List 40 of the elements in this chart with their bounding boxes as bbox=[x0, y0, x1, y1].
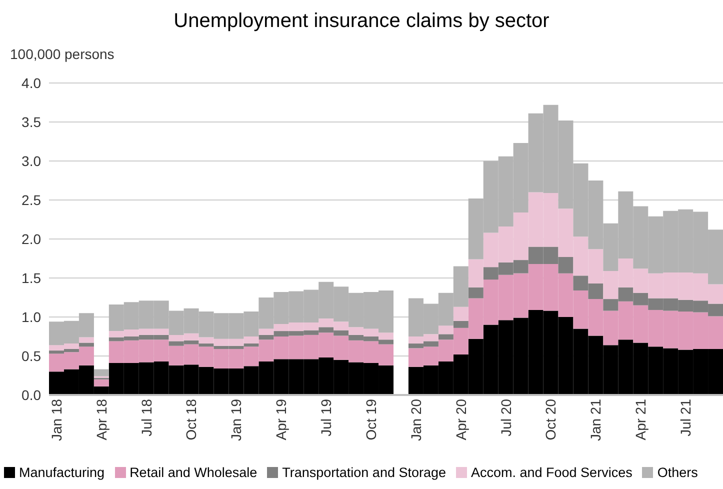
chart-title: Unemployment insurance claims by sector bbox=[172, 10, 550, 33]
legend-label: Accom. and Food Services bbox=[470, 465, 632, 480]
bar bbox=[78, 342, 94, 347]
y-tick-label: 2.5 bbox=[22, 192, 42, 208]
y-tick-label: 3.0 bbox=[22, 152, 42, 169]
bar bbox=[94, 379, 109, 386]
x-tick-label: Jan 19 bbox=[228, 398, 244, 442]
bar bbox=[453, 320, 468, 328]
y-tick-label: 0.0 bbox=[22, 386, 42, 403]
x-tick-label: Jul 19 bbox=[318, 398, 334, 436]
x-tick-label: Jan 21 bbox=[588, 398, 604, 442]
x-tick-label: Apr 21 bbox=[632, 398, 649, 440]
y-tick-label: 2.0 bbox=[22, 230, 42, 247]
y-tick-label: 4.0 bbox=[22, 74, 42, 91]
x-tick-label: Jan 18 bbox=[48, 398, 64, 442]
y-axis-title: 100,000 persons bbox=[10, 46, 114, 62]
x-tick-label: Oct 19 bbox=[362, 398, 379, 440]
bar bbox=[438, 334, 454, 340]
x-tick-label: Jul 21 bbox=[677, 398, 694, 436]
legend-label: Transportation and Storage bbox=[281, 465, 446, 480]
legend-label: Retail and Wholesale bbox=[128, 465, 258, 480]
y-tick-label: 1.5 bbox=[22, 270, 42, 286]
x-tick-label: Apr 18 bbox=[93, 398, 110, 440]
x-tick-label: Jul 20 bbox=[498, 398, 514, 436]
legend-label: Manufacturing bbox=[18, 465, 105, 480]
y-tick-label: 3.5 bbox=[22, 114, 42, 130]
legend-label: Others bbox=[656, 465, 698, 480]
y-tick-label: 1.0 bbox=[22, 308, 42, 325]
x-tick-label: Jan 20 bbox=[408, 398, 424, 442]
bar bbox=[438, 326, 454, 334]
x-tick-label: Oct 18 bbox=[183, 398, 200, 440]
bar bbox=[94, 369, 109, 376]
x-tick-label: Apr 19 bbox=[273, 398, 290, 440]
bar bbox=[453, 306, 468, 321]
x-tick-label: Jul 18 bbox=[138, 398, 154, 436]
bar bbox=[78, 337, 94, 343]
y-tick-label: 0.5 bbox=[22, 348, 42, 364]
x-tick-label: Apr 20 bbox=[452, 398, 469, 440]
bar bbox=[468, 287, 484, 298]
x-tick-label: Oct 20 bbox=[542, 398, 559, 440]
